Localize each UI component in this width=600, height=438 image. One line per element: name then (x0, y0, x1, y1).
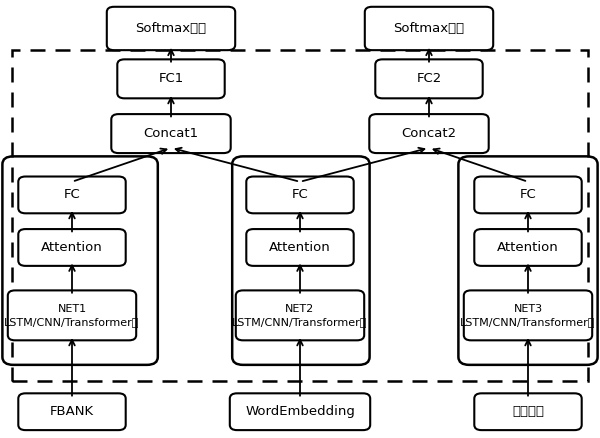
FancyBboxPatch shape (475, 229, 582, 266)
FancyBboxPatch shape (464, 290, 592, 340)
Text: Softmax分类: Softmax分类 (394, 22, 464, 35)
FancyBboxPatch shape (18, 229, 126, 266)
FancyBboxPatch shape (111, 114, 230, 153)
Text: FC1: FC1 (158, 72, 184, 85)
Text: NET2
LSTM/CNN/Transformer等: NET2 LSTM/CNN/Transformer等 (232, 304, 368, 327)
FancyBboxPatch shape (18, 393, 126, 430)
FancyBboxPatch shape (117, 60, 224, 99)
Text: Concat2: Concat2 (401, 127, 457, 140)
FancyBboxPatch shape (475, 177, 582, 213)
Text: Concat1: Concat1 (143, 127, 199, 140)
FancyBboxPatch shape (236, 290, 364, 340)
FancyBboxPatch shape (475, 393, 582, 430)
Text: Attention: Attention (41, 241, 103, 254)
Text: FC: FC (64, 188, 80, 201)
Text: FC: FC (520, 188, 536, 201)
FancyBboxPatch shape (376, 60, 482, 99)
FancyBboxPatch shape (369, 114, 488, 153)
Text: Attention: Attention (497, 241, 559, 254)
Text: Attention: Attention (269, 241, 331, 254)
Text: FBANK: FBANK (50, 405, 94, 418)
Text: FC2: FC2 (416, 72, 442, 85)
FancyBboxPatch shape (246, 177, 353, 213)
Text: WordEmbedding: WordEmbedding (245, 405, 355, 418)
Text: NET3
LSTM/CNN/Transformer等: NET3 LSTM/CNN/Transformer等 (460, 304, 596, 327)
FancyBboxPatch shape (18, 177, 126, 213)
Text: 面部图像: 面部图像 (512, 405, 544, 418)
FancyBboxPatch shape (230, 393, 370, 430)
Text: FC: FC (292, 188, 308, 201)
FancyBboxPatch shape (365, 7, 493, 50)
FancyBboxPatch shape (107, 7, 235, 50)
Text: Softmax分类: Softmax分类 (136, 22, 206, 35)
Text: NET1
LSTM/CNN/Transformer等: NET1 LSTM/CNN/Transformer等 (4, 304, 140, 327)
FancyBboxPatch shape (246, 229, 353, 266)
FancyBboxPatch shape (8, 290, 136, 340)
